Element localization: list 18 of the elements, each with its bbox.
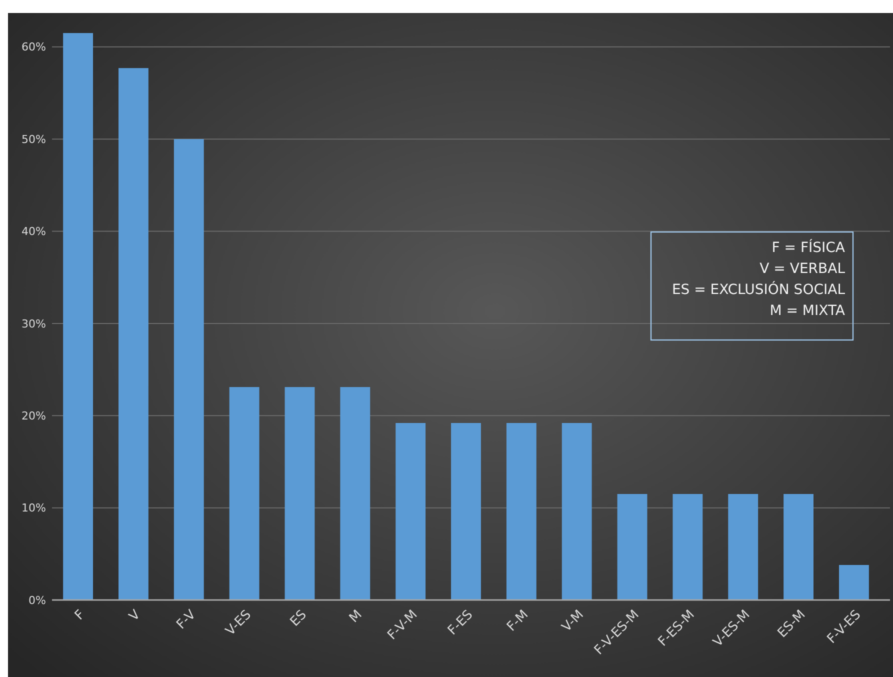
- x-tick-label: M: [346, 607, 366, 626]
- y-tick-label: 50%: [22, 132, 46, 146]
- y-tick-label: 20%: [22, 409, 46, 422]
- y-tick-label: 40%: [22, 225, 46, 238]
- annotation: M = MIXTA: [770, 303, 846, 319]
- x-tick-label: V: [126, 607, 144, 624]
- x-tick-label: F-M: [504, 607, 532, 635]
- annotation: F = FÍSICA: [772, 239, 846, 256]
- annotation: ES = EXCLUSIÓN SOCIAL: [672, 281, 846, 298]
- x-tick-label: ES: [288, 607, 310, 630]
- y-tick-label: 0%: [28, 594, 46, 607]
- x-tick-label: F: [72, 607, 88, 624]
- y-tick-label: 30%: [22, 317, 46, 330]
- x-tick-label: F-V: [174, 607, 200, 632]
- x-tick-label: V-M: [559, 607, 587, 636]
- y-tick-label: 60%: [22, 40, 46, 54]
- y-tick-label: 10%: [22, 502, 46, 515]
- annotation: V = VERBAL: [760, 261, 846, 277]
